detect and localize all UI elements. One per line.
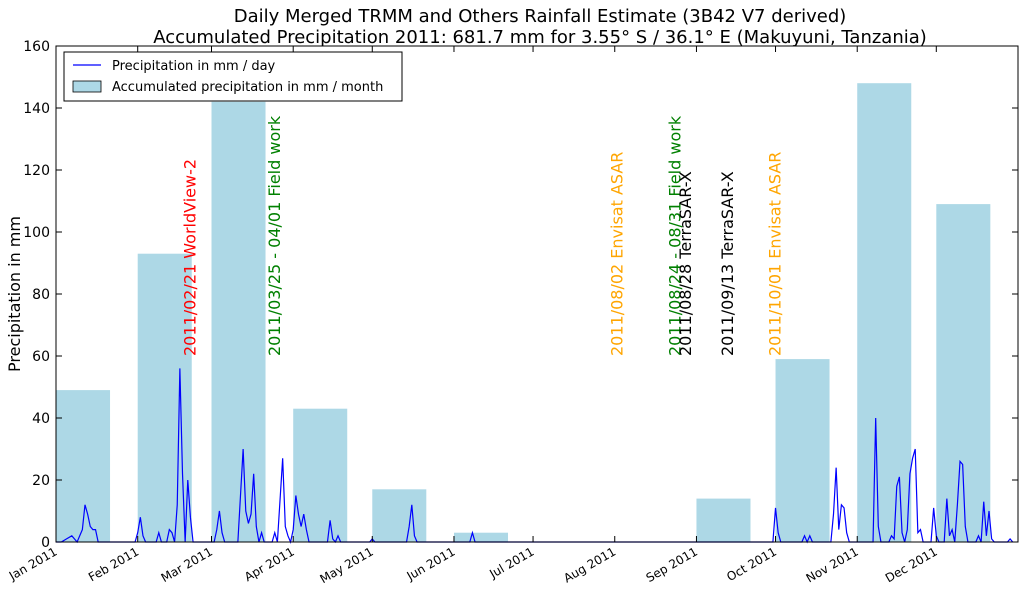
legend: Precipitation in mm / day Accumulated pr… (63, 51, 403, 102)
annotation-1: 2011/02/21 WorldView-2 (180, 159, 199, 356)
y-tick-label-7: 140 (23, 101, 50, 117)
x-tick-label-2: Mar 2011 (159, 544, 215, 585)
monthly-bar-4 (293, 408, 348, 542)
monthly-bar-11 (857, 83, 912, 542)
x-tick-label-5: Jun 2011 (404, 544, 458, 583)
y-tick-label-5: 100 (23, 225, 50, 241)
x-tick-label-3: Apr 2011 (242, 544, 297, 584)
monthly-bar-10 (775, 359, 830, 542)
x-tick-label-0: Jan 2011 (6, 544, 60, 583)
annotation-7: 2011/10/01 Envisat ASAR (766, 152, 785, 356)
legend-box (63, 51, 403, 102)
annotation-6: 2011/09/13 TerraSAR-X (718, 171, 737, 356)
x-tick-label-4: May 2011 (318, 544, 376, 586)
annotation-3: 2011/08/02 Envisat ASAR (607, 152, 626, 356)
x-tick-label-8: Sep 2011 (644, 544, 700, 585)
x-tick-label-1: Feb 2011 (86, 544, 141, 584)
monthly-bar-9 (696, 498, 751, 542)
y-tick-label-4: 80 (32, 287, 50, 303)
chart-title-line1: Daily Merged TRMM and Others Rainfall Es… (234, 6, 847, 27)
x-tick-label-6: Jul 2011 (486, 544, 536, 581)
legend-line-label: Precipitation in mm / day (112, 59, 276, 74)
y-tick-label-2: 40 (32, 411, 50, 427)
x-tick-label-9: Oct 2011 (724, 544, 779, 584)
annotation-2: 2011/03/25 - 04/01 Field work (265, 115, 284, 356)
legend-bar-label: Accumulated precipitation in mm / month (112, 80, 383, 95)
plot-frame (55, 45, 1019, 543)
event-annotations: 2011/02/21 WorldView-2 2011/03/25 - 04/01… (180, 115, 784, 356)
chart-title-line2: Accumulated Precipitation 2011: 681.7 mm… (153, 27, 927, 48)
monthly-bar-6 (453, 532, 509, 542)
annotation-4: 2011/08/24 - 08/31 Field work (665, 115, 684, 356)
monthly-bar-3 (211, 101, 266, 543)
y-tick-label-1: 20 (32, 473, 50, 489)
monthly-bar-5 (372, 489, 427, 542)
daily-precipitation-line (56, 368, 1014, 544)
x-tick-label-7: Aug 2011 (561, 544, 618, 585)
y-tick-label-0: 0 (41, 535, 50, 551)
annotation-5: 2011/08/28 TerraSAR-X (676, 171, 695, 356)
x-tick-label-11: Dec 2011 (883, 544, 940, 585)
y-tick-label-6: 120 (23, 163, 50, 179)
y-tick-label-8: 160 (23, 39, 50, 55)
monthly-bar-1 (56, 390, 111, 542)
y-axis-label: Precipitation in mm (5, 216, 24, 372)
x-tick-label-10: Nov 2011 (804, 544, 861, 585)
legend-bar-swatch (72, 80, 102, 93)
y-tick-label-3: 60 (32, 349, 50, 365)
